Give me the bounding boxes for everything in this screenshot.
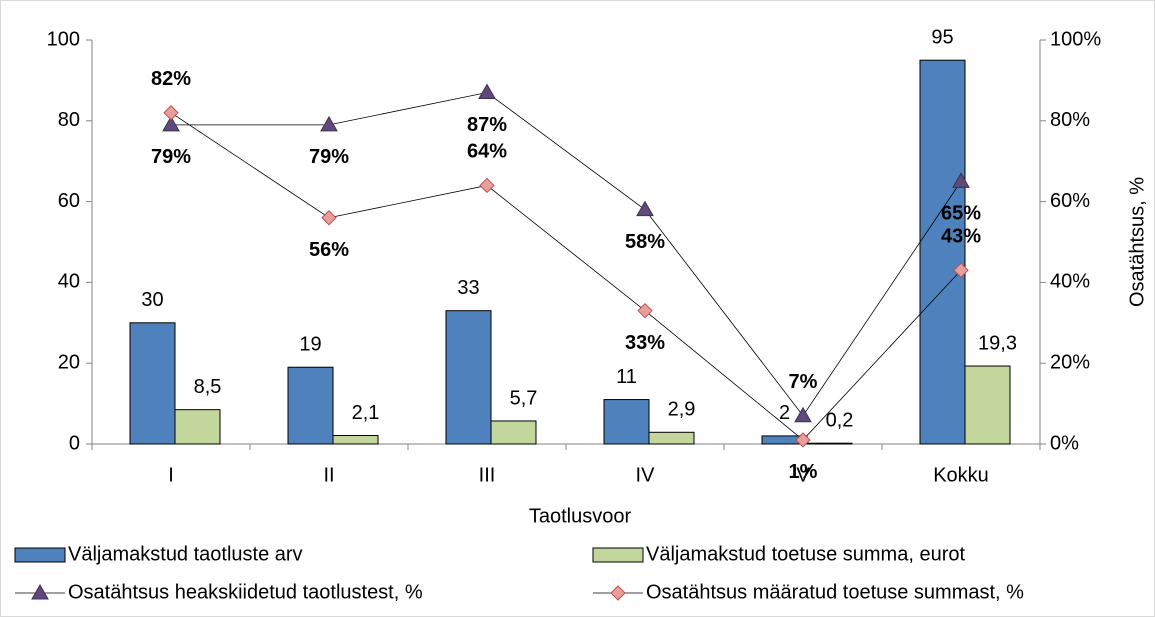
value-label: 33% (625, 332, 665, 354)
value-label: 79% (309, 146, 349, 168)
legend-label: Osatähtsus heakskiidetud taotlustest, % (68, 581, 423, 603)
y-tick-label: 60 (58, 190, 80, 212)
line-marker (478, 83, 496, 100)
value-label: 30 (141, 289, 163, 311)
value-label: 87% (467, 114, 507, 136)
value-label: 8,5 (194, 376, 222, 398)
value-label: 11 (616, 366, 637, 388)
value-label: 19 (299, 334, 321, 356)
line-marker (479, 177, 495, 194)
bar (174, 409, 221, 445)
x-axis-label: Taotlusvoor (529, 505, 632, 527)
line-marker (794, 406, 812, 423)
value-label: 65% (941, 203, 981, 225)
value-label: 58% (625, 231, 665, 253)
x-tick-label: II (323, 464, 334, 486)
y2-tick-label: 40% (1050, 271, 1090, 293)
line-marker (795, 432, 811, 448)
legend-swatch (14, 547, 66, 563)
value-label: 0,2 (826, 409, 854, 431)
x-tick-label: Kokku (933, 464, 989, 486)
bar (445, 310, 492, 445)
value-label: 79% (151, 146, 191, 168)
value-label: 95 (931, 26, 953, 48)
y2-tick-label: 0% (1050, 432, 1079, 454)
bar (287, 366, 334, 445)
value-label: 19,3 (978, 332, 1017, 354)
line-marker (31, 583, 49, 600)
x-tick-label: IV (636, 464, 656, 486)
value-label: 2,9 (668, 399, 696, 421)
line (171, 92, 962, 417)
value-label: 1% (789, 461, 818, 483)
bar (964, 365, 1011, 445)
value-label: 2 (779, 402, 790, 424)
x-tick-label: I (168, 464, 174, 486)
line-marker (163, 105, 179, 121)
bar (603, 399, 650, 445)
value-label: 5,7 (510, 387, 538, 409)
legend-label: Väljamakstud taotluste arv (68, 543, 303, 565)
y2-tick-label: 60% (1050, 190, 1090, 212)
y-tick-label: 20 (58, 351, 80, 373)
legend-label: Väljamakstud toetuse summa, eurot (646, 543, 965, 565)
bar (648, 431, 695, 445)
bar (490, 420, 537, 445)
y2-tick-label: 20% (1050, 351, 1090, 373)
line-marker (637, 302, 653, 319)
y-tick-label: 80 (58, 109, 80, 131)
value-label: 56% (309, 239, 349, 261)
y-tick-label: 0 (69, 432, 80, 454)
line-marker (953, 262, 969, 278)
bar (129, 322, 176, 445)
line-marker (610, 585, 626, 601)
value-label: 2,1 (352, 402, 380, 424)
line-marker (321, 210, 337, 226)
x-tick-label: III (479, 464, 496, 486)
x-tick-label: V (796, 464, 810, 486)
line (170, 112, 962, 441)
y-tick-label: 100 (47, 28, 80, 50)
value-label: 82% (151, 68, 191, 90)
line-marker (320, 115, 338, 132)
value-label: 7% (789, 371, 818, 393)
bar (919, 59, 966, 445)
y2-axis-label: Osatähtsus, % (1126, 177, 1148, 307)
value-label: 64% (467, 141, 507, 163)
bar (332, 435, 379, 445)
y2-tick-label: 100% (1050, 28, 1101, 50)
value-label: 33 (457, 277, 479, 299)
legend-label: Osatähtsus määratud toetuse summast, % (646, 581, 1024, 603)
line-marker (162, 115, 180, 132)
line-marker (636, 200, 654, 217)
legend-swatch (592, 547, 644, 563)
y-tick-label: 40 (58, 271, 80, 293)
line-marker (952, 172, 970, 188)
value-label: 43% (941, 226, 981, 248)
bar (806, 442, 853, 445)
y2-tick-label: 80% (1050, 109, 1090, 131)
